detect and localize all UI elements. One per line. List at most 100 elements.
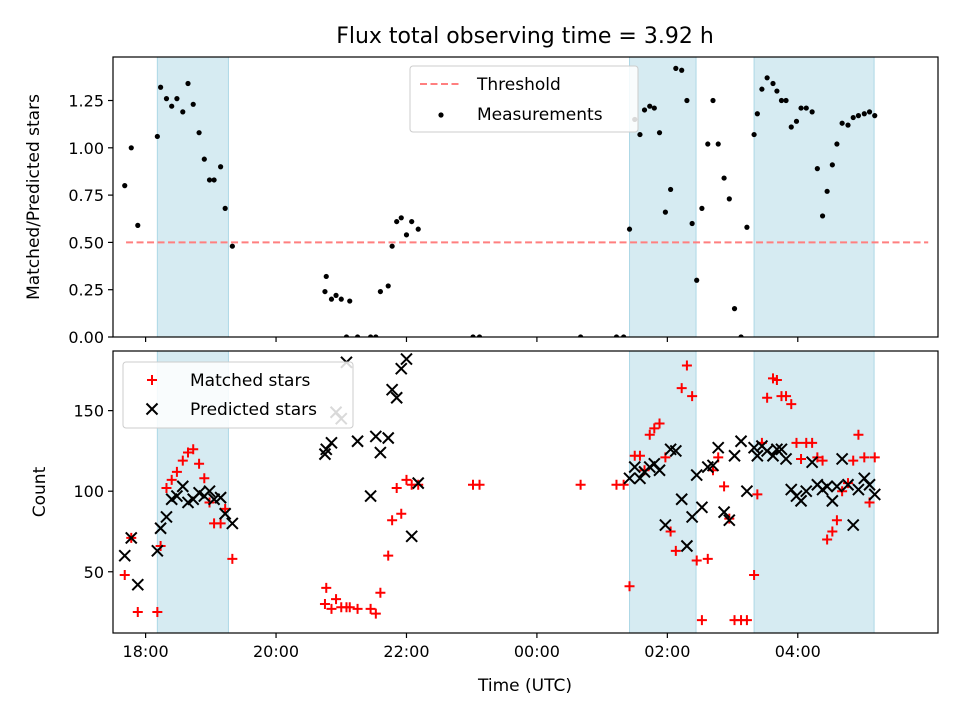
predicted-star-point [170, 489, 184, 503]
measurement-point [778, 97, 785, 104]
measurement-point [726, 196, 732, 202]
top-legend: Threshold Measurements [409, 65, 639, 133]
measurement-point [398, 215, 404, 221]
measurement-point [770, 80, 776, 87]
matched-star-point [827, 526, 838, 537]
legend-box [122, 361, 354, 429]
predicted-star-point [820, 480, 834, 493]
predicted-star-point [695, 501, 709, 514]
measurement-point [373, 334, 379, 337]
measurement-point [190, 101, 196, 107]
measurement-point [415, 226, 421, 232]
measurement-point [322, 288, 328, 295]
measurement-point [774, 88, 780, 94]
bottom-axes-frame [112, 350, 939, 634]
matched-star-point [752, 489, 763, 500]
matched-star-point [387, 515, 398, 526]
measurement-point [819, 213, 826, 219]
predicted-star-point [374, 446, 387, 459]
measurement-point [651, 105, 657, 111]
measurement-point [218, 164, 224, 170]
predicted-star-point [863, 478, 876, 491]
predicted-star-point [160, 510, 173, 524]
matched-star-point [401, 474, 412, 485]
predicted-star-point [125, 531, 138, 545]
matched-star-point [687, 391, 698, 402]
matched-star-point [194, 458, 205, 469]
matched-star-point [352, 603, 363, 614]
measurement-point [621, 334, 627, 337]
measurement-point [699, 205, 705, 211]
measurement-point [694, 277, 700, 283]
matched-star-point [749, 569, 760, 580]
predicted-star-point [740, 484, 754, 498]
measurement-point [824, 188, 830, 194]
predicted-star-point [176, 480, 189, 493]
measurement-point [834, 141, 840, 147]
matched-star-point [831, 515, 842, 526]
matched-star-point [396, 508, 407, 519]
predicted-star-point [847, 518, 860, 532]
predicted-star-point [830, 480, 844, 493]
predicted-star-point [382, 431, 395, 445]
predicted-star-point [325, 436, 338, 450]
measurement-point [323, 273, 329, 280]
predicted-star-point [751, 449, 764, 462]
measurement-point [647, 103, 653, 109]
measurement-point [764, 75, 770, 81]
predicted-star-point [794, 494, 808, 508]
matched-star-point [183, 447, 193, 458]
measurement-point [409, 218, 415, 225]
matched-star-point [375, 587, 386, 598]
predicted-star-point [706, 459, 720, 472]
matched-star-point [161, 482, 172, 493]
measurement-point [403, 232, 410, 238]
matched-star-point [859, 452, 870, 463]
matched-star-point [869, 452, 880, 463]
measurement-point [744, 224, 750, 230]
matched-star-point [171, 466, 182, 477]
chart-title: Flux total observing time = 3.92 h [336, 24, 714, 49]
predicted-star-point [826, 494, 839, 508]
measurement-point [206, 177, 213, 183]
predicted-star-point [653, 464, 666, 477]
measurement-point [169, 103, 175, 109]
x-tick-label: 04:00 [775, 642, 821, 661]
predicted-star-point [734, 435, 748, 448]
predicted-star-point [395, 362, 408, 375]
measurement-point [839, 120, 845, 126]
measurement-point [180, 109, 186, 115]
matched-star-point [199, 473, 210, 484]
predicted-star-point [779, 452, 793, 466]
predicted-star-point [385, 383, 399, 396]
measurement-point [174, 96, 180, 102]
matched-star-point [132, 607, 143, 618]
matched-star-point [188, 444, 199, 455]
predicted-star-point [835, 452, 849, 466]
predicted-star-point [675, 493, 688, 506]
legend-predicted-label: Predicted stars [190, 400, 317, 420]
measurement-point [394, 218, 400, 225]
predicted-star-point [659, 518, 672, 532]
measurement-point [377, 288, 383, 295]
measurement-point [715, 141, 721, 147]
matched-star-point [843, 478, 853, 489]
legend-matched-label: Matched stars [190, 371, 310, 391]
x-axis-label: Time (UTC) [477, 676, 572, 696]
measurement-point [613, 334, 620, 337]
matched-star-point [786, 399, 797, 410]
matched-star-point [644, 429, 655, 440]
matched-star-point [383, 550, 394, 561]
top-plot-area [122, 57, 929, 337]
predicted-star-point [154, 522, 167, 535]
matched-star-point [370, 608, 381, 619]
bottom-legend: Matched stars Predicted stars [122, 361, 354, 429]
predicted-star-point [369, 430, 383, 443]
legend-measurements-label: Measurements [477, 105, 603, 125]
x-tick-label: 18:00 [123, 642, 169, 661]
matched-star-point [152, 607, 163, 618]
matched-star-point [853, 429, 864, 440]
measurement-point [689, 220, 695, 227]
predicted-star-point [728, 449, 741, 462]
measurement-point [368, 334, 374, 337]
